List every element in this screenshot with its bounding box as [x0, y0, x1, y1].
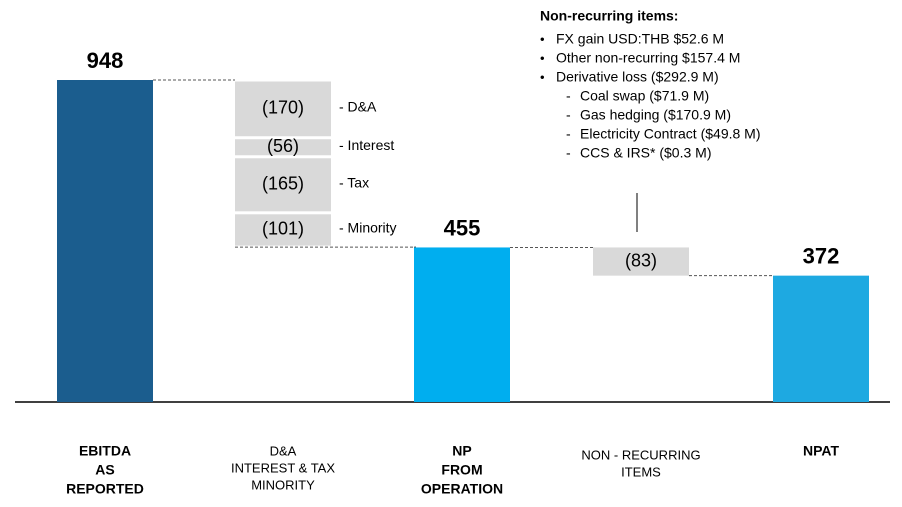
segment-label: - D&A: [339, 99, 377, 115]
bar-segment: [235, 214, 331, 246]
bullet: •: [540, 50, 545, 65]
annotation-subitem: Coal swap ($71.9 M): [580, 88, 709, 104]
dash: -: [566, 88, 571, 104]
bar: [414, 247, 510, 402]
dash: -: [566, 145, 571, 161]
annotation-subitem: CCS & IRS* ($0.3 M): [580, 145, 711, 161]
bullet: •: [540, 31, 545, 46]
dash: -: [566, 107, 571, 123]
bullet: •: [540, 69, 545, 84]
category-label: EBITDA: [79, 443, 131, 459]
value-label: (101): [262, 219, 304, 239]
segment-label: - Interest: [339, 137, 394, 153]
category-label: D&A: [270, 443, 297, 458]
segment-label: - Minority: [339, 220, 397, 236]
segment-label: - Tax: [339, 174, 369, 190]
value-label: 455: [444, 215, 481, 240]
annotation-item: Other non-recurring $157.4 M: [556, 50, 740, 66]
value-label: 948: [87, 48, 124, 73]
category-label: REPORTED: [66, 481, 144, 497]
category-label: NON - RECURRING: [581, 447, 700, 462]
bar-segment: [235, 81, 331, 137]
category-label: NP: [452, 443, 471, 459]
value-label: (170): [262, 98, 304, 118]
category-label: FROM: [441, 462, 482, 478]
annotation-subitem: Electricity Contract ($49.8 M): [580, 126, 761, 142]
annotation-subitem: Gas hedging ($170.9 M): [580, 107, 731, 123]
annotation-item: FX gain USD:THB $52.6 M: [556, 31, 724, 47]
category-label: NPAT: [803, 443, 839, 459]
bar-segment: [593, 247, 689, 276]
category-label: AS: [95, 462, 114, 478]
value-label: (56): [267, 136, 299, 156]
annotation-item: Derivative loss ($292.9 M): [556, 69, 719, 85]
category-label: OPERATION: [421, 481, 503, 497]
category-label: INTEREST & TAX: [231, 460, 335, 475]
category-label: MINORITY: [251, 477, 315, 492]
dash: -: [566, 126, 571, 142]
bar-segment: [235, 139, 331, 156]
bar: [57, 80, 153, 402]
category-label: ITEMS: [621, 464, 661, 479]
bar: [773, 275, 869, 402]
value-label: 372: [803, 243, 840, 268]
value-label: (165): [262, 174, 304, 194]
value-label: (83): [625, 250, 657, 270]
bar-segment: [235, 158, 331, 212]
annotation-title: Non-recurring items:: [540, 8, 678, 24]
